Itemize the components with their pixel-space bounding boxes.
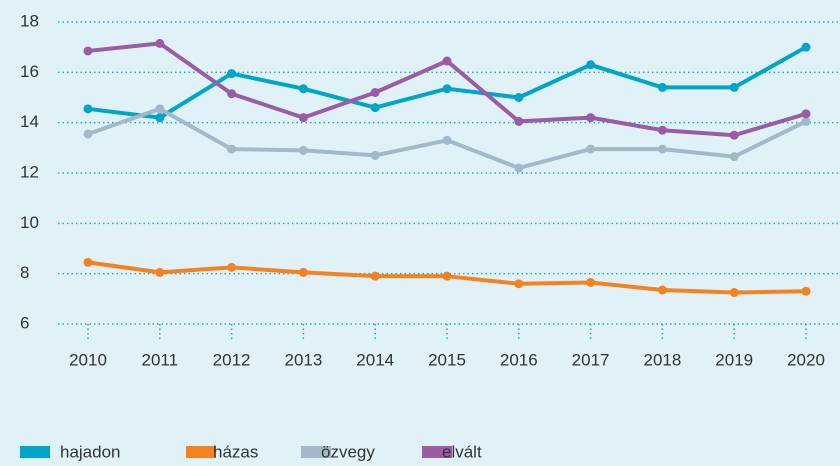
y-tick-label: 18 bbox=[20, 11, 39, 30]
data-point bbox=[155, 267, 165, 277]
legend-swatch bbox=[301, 446, 331, 458]
legend-label: özvegy bbox=[321, 442, 375, 461]
data-point bbox=[83, 257, 93, 267]
x-tick-label: 2019 bbox=[715, 350, 753, 369]
legend-label: hajadon bbox=[60, 442, 121, 461]
data-point bbox=[657, 144, 667, 154]
data-point bbox=[729, 82, 739, 92]
data-point bbox=[298, 267, 308, 277]
y-tick-label: 12 bbox=[20, 162, 39, 181]
data-point bbox=[586, 277, 596, 287]
data-point bbox=[370, 103, 380, 113]
x-tick-label: 2018 bbox=[643, 350, 681, 369]
data-point bbox=[801, 109, 811, 119]
data-point bbox=[227, 144, 237, 154]
x-tick-label: 2015 bbox=[428, 350, 466, 369]
x-tick-label: 2020 bbox=[787, 350, 825, 369]
data-point bbox=[801, 116, 811, 126]
data-point bbox=[370, 271, 380, 281]
legend-swatch bbox=[20, 446, 50, 458]
data-point bbox=[442, 84, 452, 94]
data-point bbox=[586, 144, 596, 154]
data-point bbox=[155, 113, 165, 123]
y-tick-label: 8 bbox=[20, 263, 29, 282]
data-point bbox=[801, 42, 811, 52]
y-tick-label: 16 bbox=[20, 62, 39, 81]
data-point bbox=[370, 150, 380, 160]
data-point bbox=[442, 56, 452, 66]
legend-label: elvált bbox=[442, 442, 482, 461]
data-point bbox=[442, 271, 452, 281]
x-tick-label: 2014 bbox=[356, 350, 394, 369]
data-point bbox=[514, 163, 524, 173]
y-tick-label: 10 bbox=[20, 213, 39, 232]
data-point bbox=[729, 130, 739, 140]
data-point bbox=[657, 125, 667, 135]
data-point bbox=[227, 89, 237, 99]
legend-label: házas bbox=[213, 442, 258, 461]
data-point bbox=[586, 60, 596, 70]
x-tick-label: 2016 bbox=[500, 350, 538, 369]
data-point bbox=[801, 286, 811, 296]
legend-swatch bbox=[186, 446, 216, 458]
data-point bbox=[657, 82, 667, 92]
x-tick-label: 2010 bbox=[69, 350, 107, 369]
data-point bbox=[514, 93, 524, 102]
legend-swatch bbox=[422, 446, 452, 458]
data-point bbox=[227, 262, 237, 272]
y-tick-label: 6 bbox=[20, 313, 29, 332]
x-tick-label: 2012 bbox=[213, 350, 251, 369]
x-tick-label: 2017 bbox=[572, 350, 610, 369]
data-point bbox=[514, 279, 524, 289]
y-tick-label: 14 bbox=[20, 112, 39, 131]
data-point bbox=[298, 84, 308, 94]
data-point bbox=[514, 116, 524, 126]
x-tick-label: 2011 bbox=[142, 350, 179, 369]
data-point bbox=[83, 129, 93, 139]
data-point bbox=[155, 38, 165, 48]
data-point bbox=[370, 87, 380, 97]
x-tick-label: 2013 bbox=[284, 350, 322, 369]
data-point bbox=[83, 46, 93, 56]
data-point bbox=[729, 152, 739, 162]
data-point bbox=[657, 285, 667, 295]
data-point bbox=[442, 135, 452, 145]
data-point bbox=[227, 69, 237, 79]
data-point bbox=[155, 104, 165, 114]
data-point bbox=[729, 288, 739, 298]
data-point bbox=[298, 113, 308, 123]
data-point bbox=[586, 113, 596, 123]
data-point bbox=[83, 104, 93, 114]
data-point bbox=[298, 145, 308, 155]
